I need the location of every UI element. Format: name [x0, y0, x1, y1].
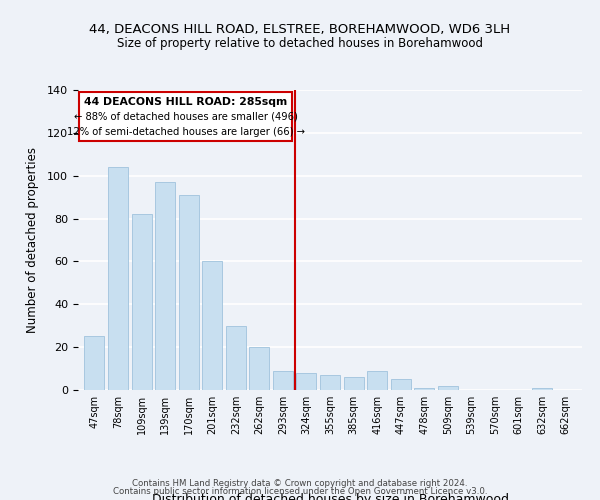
Bar	[438, 386, 458, 390]
Bar	[202, 262, 222, 390]
Bar	[320, 375, 340, 390]
Bar	[131, 214, 152, 390]
Bar	[85, 336, 104, 390]
Bar	[367, 370, 387, 390]
Text: ← 88% of detached houses are smaller (496): ← 88% of detached houses are smaller (49…	[74, 112, 298, 122]
Bar	[155, 182, 175, 390]
Text: 44, DEACONS HILL ROAD, ELSTREE, BOREHAMWOOD, WD6 3LH: 44, DEACONS HILL ROAD, ELSTREE, BOREHAMW…	[89, 22, 511, 36]
Y-axis label: Number of detached properties: Number of detached properties	[26, 147, 39, 333]
Bar	[414, 388, 434, 390]
Text: Size of property relative to detached houses in Borehamwood: Size of property relative to detached ho…	[117, 38, 483, 51]
Text: 12% of semi-detached houses are larger (66) →: 12% of semi-detached houses are larger (…	[67, 127, 305, 137]
Bar	[179, 195, 199, 390]
Bar	[532, 388, 552, 390]
Bar	[296, 373, 316, 390]
Bar	[108, 167, 128, 390]
Bar	[79, 92, 292, 142]
Text: Contains public sector information licensed under the Open Government Licence v3: Contains public sector information licen…	[113, 487, 487, 496]
X-axis label: Distribution of detached houses by size in Borehamwood: Distribution of detached houses by size …	[151, 492, 509, 500]
Bar	[250, 347, 269, 390]
Bar	[226, 326, 246, 390]
Bar	[344, 377, 364, 390]
Text: 44 DEACONS HILL ROAD: 285sqm: 44 DEACONS HILL ROAD: 285sqm	[84, 97, 287, 107]
Bar	[273, 370, 293, 390]
Text: Contains HM Land Registry data © Crown copyright and database right 2024.: Contains HM Land Registry data © Crown c…	[132, 478, 468, 488]
Bar	[391, 380, 410, 390]
